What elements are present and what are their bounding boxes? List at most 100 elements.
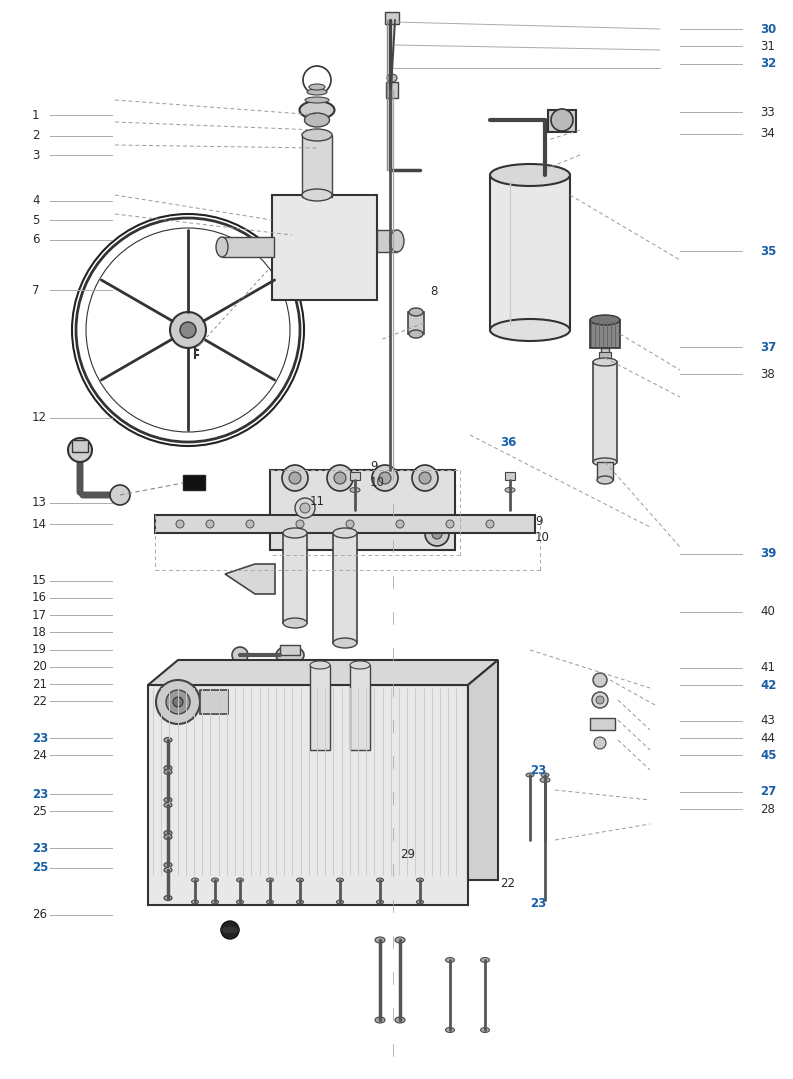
Circle shape (295, 498, 315, 518)
Ellipse shape (333, 638, 357, 648)
Text: 11: 11 (310, 495, 325, 508)
Circle shape (110, 484, 130, 505)
Ellipse shape (547, 176, 565, 192)
Ellipse shape (302, 189, 332, 201)
Ellipse shape (446, 1027, 454, 1033)
Circle shape (334, 472, 346, 484)
Ellipse shape (302, 129, 332, 141)
Bar (72, 440, 88, 452)
Text: 13: 13 (32, 496, 47, 509)
Circle shape (327, 465, 353, 491)
Circle shape (176, 520, 184, 528)
Ellipse shape (164, 765, 172, 770)
Ellipse shape (416, 878, 423, 882)
Bar (590, 320, 620, 349)
Circle shape (300, 503, 310, 513)
Ellipse shape (505, 488, 515, 492)
Ellipse shape (481, 957, 489, 962)
Ellipse shape (490, 164, 570, 186)
Ellipse shape (526, 773, 534, 777)
Text: 12: 12 (32, 411, 47, 424)
Circle shape (425, 522, 449, 546)
Bar (599, 352, 611, 360)
Ellipse shape (164, 834, 172, 839)
Text: 2: 2 (32, 129, 40, 142)
Circle shape (379, 472, 391, 484)
Ellipse shape (375, 937, 385, 943)
Bar (333, 533, 357, 643)
Text: 42: 42 (760, 679, 776, 692)
Bar (302, 135, 332, 197)
Ellipse shape (387, 74, 397, 82)
Bar (350, 665, 370, 750)
Circle shape (412, 465, 438, 491)
Text: 25: 25 (32, 805, 47, 818)
Ellipse shape (283, 618, 307, 628)
Text: 24: 24 (32, 749, 47, 762)
Ellipse shape (297, 878, 304, 882)
Text: 10: 10 (370, 476, 385, 489)
Ellipse shape (395, 937, 405, 943)
Ellipse shape (305, 113, 330, 127)
Ellipse shape (221, 926, 239, 934)
Ellipse shape (350, 661, 370, 669)
Text: 16: 16 (32, 591, 47, 604)
Ellipse shape (283, 528, 307, 538)
Ellipse shape (310, 661, 330, 669)
Ellipse shape (336, 900, 343, 904)
Polygon shape (148, 660, 498, 685)
Ellipse shape (164, 831, 172, 835)
Text: 3: 3 (32, 149, 40, 162)
Circle shape (346, 520, 354, 528)
Text: 23: 23 (530, 764, 546, 777)
Polygon shape (225, 564, 275, 595)
Text: 29: 29 (400, 848, 415, 861)
Ellipse shape (164, 896, 172, 901)
Text: 9: 9 (370, 460, 377, 473)
Text: 28: 28 (760, 803, 775, 816)
Text: 20: 20 (32, 660, 47, 673)
Circle shape (173, 697, 183, 707)
Text: 38: 38 (760, 368, 775, 381)
Text: 36: 36 (500, 436, 516, 449)
Ellipse shape (164, 797, 172, 803)
Ellipse shape (416, 900, 423, 904)
Circle shape (296, 520, 304, 528)
Text: 23: 23 (32, 788, 48, 801)
Text: 6: 6 (32, 233, 40, 246)
Ellipse shape (216, 237, 228, 257)
Ellipse shape (390, 230, 404, 252)
Ellipse shape (212, 878, 219, 882)
Bar (408, 312, 424, 334)
Text: 26: 26 (32, 909, 47, 921)
Text: 19: 19 (32, 643, 47, 656)
Ellipse shape (336, 878, 343, 882)
Circle shape (419, 472, 431, 484)
Circle shape (432, 529, 442, 540)
Bar (222, 237, 274, 257)
Text: 31: 31 (760, 40, 775, 53)
Text: 14: 14 (32, 518, 47, 531)
Circle shape (232, 647, 248, 663)
Circle shape (156, 680, 200, 724)
Text: 4: 4 (32, 194, 40, 207)
Polygon shape (590, 718, 615, 730)
Ellipse shape (191, 900, 198, 904)
Circle shape (596, 696, 604, 704)
Circle shape (446, 520, 454, 528)
Ellipse shape (300, 101, 335, 119)
Bar (601, 349, 609, 361)
Ellipse shape (409, 330, 423, 338)
Text: 8: 8 (430, 285, 438, 298)
Text: 35: 35 (760, 245, 776, 258)
Ellipse shape (307, 88, 327, 95)
Ellipse shape (540, 778, 550, 782)
Text: 1: 1 (32, 109, 40, 122)
Ellipse shape (597, 476, 613, 484)
Ellipse shape (212, 900, 219, 904)
Ellipse shape (164, 738, 172, 742)
Text: 37: 37 (760, 341, 776, 354)
Circle shape (396, 520, 404, 528)
Ellipse shape (590, 315, 620, 325)
Ellipse shape (266, 900, 274, 904)
